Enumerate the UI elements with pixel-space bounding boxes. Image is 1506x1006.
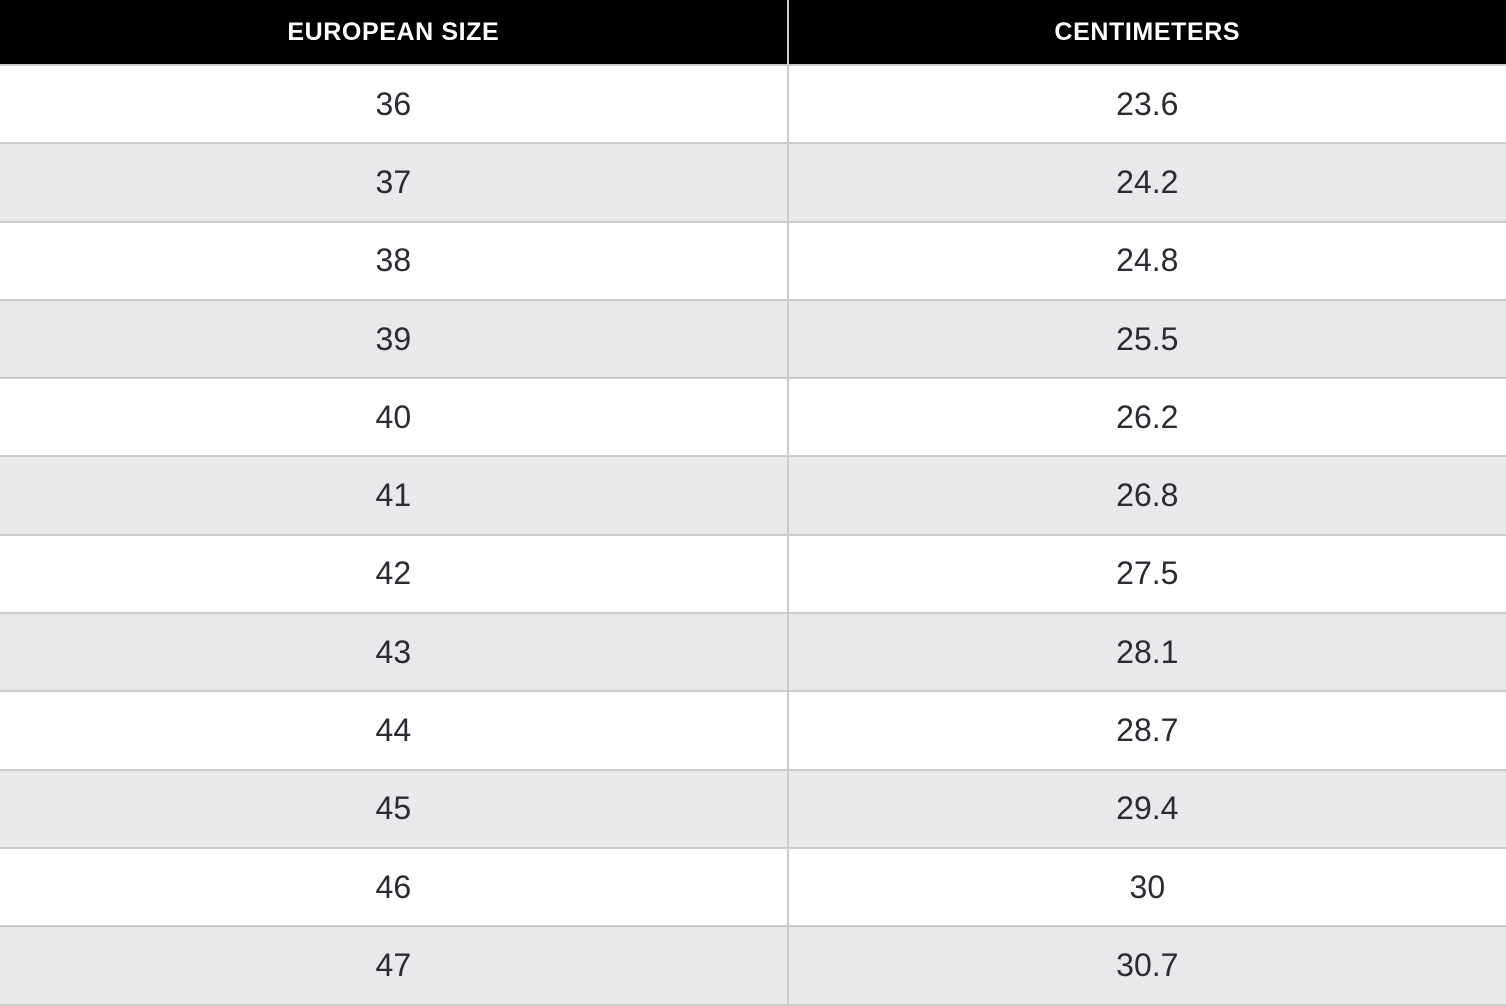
cell-european-size: 43 [0, 613, 788, 693]
cell-european-size: 42 [0, 534, 788, 615]
table-body: 36 23.6 37 24.2 38 24.8 39 25.5 40 26.2 41 26.8 42 27… [0, 65, 1506, 1006]
cell-centimeters: 30 [786, 847, 1506, 928]
cell-centimeters: 24.2 [786, 143, 1506, 223]
cell-european-size: 41 [0, 456, 788, 536]
cell-european-size: 46 [0, 847, 788, 928]
header-row: EUROPEAN SIZE CENTIMETERS [0, 0, 1506, 66]
column-header-european-size: EUROPEAN SIZE [0, 0, 788, 66]
table-row: 44 28.7 [0, 691, 1506, 771]
cell-european-size: 36 [0, 65, 788, 145]
cell-centimeters: 28.7 [786, 691, 1506, 771]
table-row: 43 28.1 [0, 613, 1506, 693]
cell-european-size: 47 [0, 926, 788, 1006]
table-row: 36 23.6 [0, 65, 1506, 145]
table-row: 41 26.8 [0, 456, 1506, 536]
cell-centimeters: 25.5 [786, 299, 1506, 380]
cell-centimeters: 30.7 [786, 926, 1506, 1006]
cell-european-size: 45 [0, 769, 788, 849]
table-row: 46 30 [0, 847, 1506, 928]
cell-european-size: 37 [0, 143, 788, 223]
cell-centimeters: 23.6 [786, 65, 1506, 145]
table-row: 45 29.4 [0, 769, 1506, 849]
cell-european-size: 44 [0, 691, 788, 771]
table-row: 38 24.8 [0, 221, 1506, 301]
table-row: 39 25.5 [0, 299, 1506, 380]
table-row: 37 24.2 [0, 143, 1506, 223]
cell-centimeters: 24.8 [786, 221, 1506, 301]
cell-centimeters: 26.8 [786, 456, 1506, 536]
table-row: 40 26.2 [0, 378, 1506, 458]
cell-european-size: 38 [0, 221, 788, 301]
cell-european-size: 40 [0, 378, 788, 458]
cell-centimeters: 29.4 [786, 769, 1506, 849]
cell-european-size: 39 [0, 299, 788, 380]
cell-centimeters: 27.5 [786, 534, 1506, 615]
table-row: 47 30.7 [0, 926, 1506, 1006]
table-row: 42 27.5 [0, 534, 1506, 615]
column-header-centimeters: CENTIMETERS [786, 0, 1506, 66]
cell-centimeters: 28.1 [786, 613, 1506, 693]
cell-centimeters: 26.2 [786, 378, 1506, 458]
